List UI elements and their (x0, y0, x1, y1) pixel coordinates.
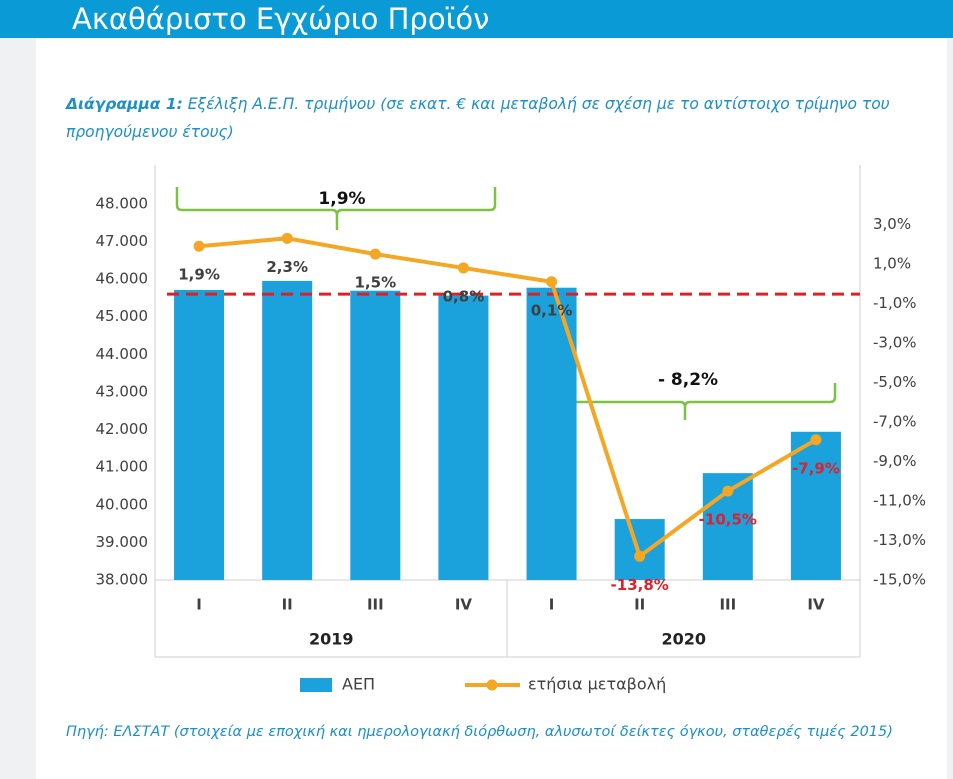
x-tick-label: I (549, 596, 555, 614)
x-tick-label: IV (455, 596, 473, 614)
bar (262, 280, 313, 580)
data-label: 2,3% (266, 258, 308, 276)
y2-tick-label: 1,0% (873, 255, 911, 273)
legend-label: ΑΕΠ (342, 675, 375, 694)
x-tick-label: I (196, 596, 202, 614)
data-label: -7,9% (792, 459, 840, 477)
bar (350, 290, 401, 580)
y2-tick-label: -5,0% (873, 373, 917, 391)
x-tick-label: III (367, 596, 384, 614)
x-tick-label: IV (807, 596, 825, 614)
source: Πηγή: ΕΛΣΤΑΤ (στοιχεία με εποχική και ημ… (66, 724, 893, 740)
y2-tick-label: -1,0% (873, 294, 917, 312)
y-tick-label: 38.000 (96, 571, 149, 589)
group-label: 2020 (661, 630, 706, 649)
point (546, 276, 558, 288)
y2-tick-label: -13,0% (873, 531, 926, 549)
y2-tick-label: -11,0% (873, 492, 926, 510)
y-tick-label: 48.000 (96, 194, 149, 212)
y-tick-label: 42.000 (96, 420, 149, 438)
point (634, 550, 646, 562)
point (193, 240, 205, 252)
bar (438, 295, 489, 580)
y2-tick-label: -7,0% (873, 413, 917, 431)
bar (790, 431, 841, 580)
data-label: -10,5% (699, 511, 757, 529)
point (457, 262, 469, 274)
y-tick-label: 47.000 (96, 232, 149, 250)
data-label: 0,8% (443, 287, 485, 305)
y-tick-label: 41.000 (96, 458, 149, 476)
legend-swatch (486, 679, 498, 691)
caption-label: Διάγραμμα 1: (66, 95, 183, 113)
y2-tick-label: -9,0% (873, 452, 917, 470)
y-tick-label: 45.000 (96, 307, 149, 325)
header-bar: Ακαθάριστο Εγχώριο Προϊόν (0, 0, 953, 38)
annotation: - 8,2% (658, 370, 718, 390)
line (198, 236, 817, 560)
y-tick-label: 39.000 (96, 533, 149, 551)
y2-tick-label: 3,0% (873, 215, 911, 233)
y-tick-label: 40.000 (96, 495, 149, 513)
legend-label: ετήσια μεταβολή (528, 675, 666, 694)
bracket (175, 187, 497, 230)
point (722, 485, 734, 497)
legend-swatch (300, 678, 332, 692)
group-label: 2019 (309, 630, 354, 649)
bar (614, 519, 665, 580)
caption: Διάγραμμα 1: Εξέλιξη Α.Ε.Π. τριμήνου (σε… (66, 90, 926, 146)
y-tick-label: 44.000 (96, 345, 149, 363)
y2-tick-label: -15,0% (873, 571, 926, 589)
bar (174, 289, 225, 580)
header-title: Ακαθάριστο Εγχώριο Προϊόν (72, 2, 490, 36)
x-tick-label: II (634, 596, 645, 614)
data-label: 1,9% (178, 266, 220, 284)
y-tick-label: 43.000 (96, 382, 149, 400)
x-tick-label: III (719, 596, 736, 614)
y2-tick-label: -3,0% (873, 334, 917, 352)
y-tick-label: 46.000 (96, 270, 149, 288)
x-tick-label: II (282, 596, 293, 614)
data-label: -13,8% (611, 576, 669, 594)
caption-text: Εξέλιξη Α.Ε.Π. τριμήνου (σε εκατ. € και … (66, 95, 890, 141)
data-label: 0,1% (531, 301, 573, 319)
point (810, 434, 822, 446)
point (281, 232, 293, 244)
data-label: 1,5% (355, 274, 397, 292)
annotation: 1,9% (318, 189, 365, 209)
point (369, 248, 381, 260)
